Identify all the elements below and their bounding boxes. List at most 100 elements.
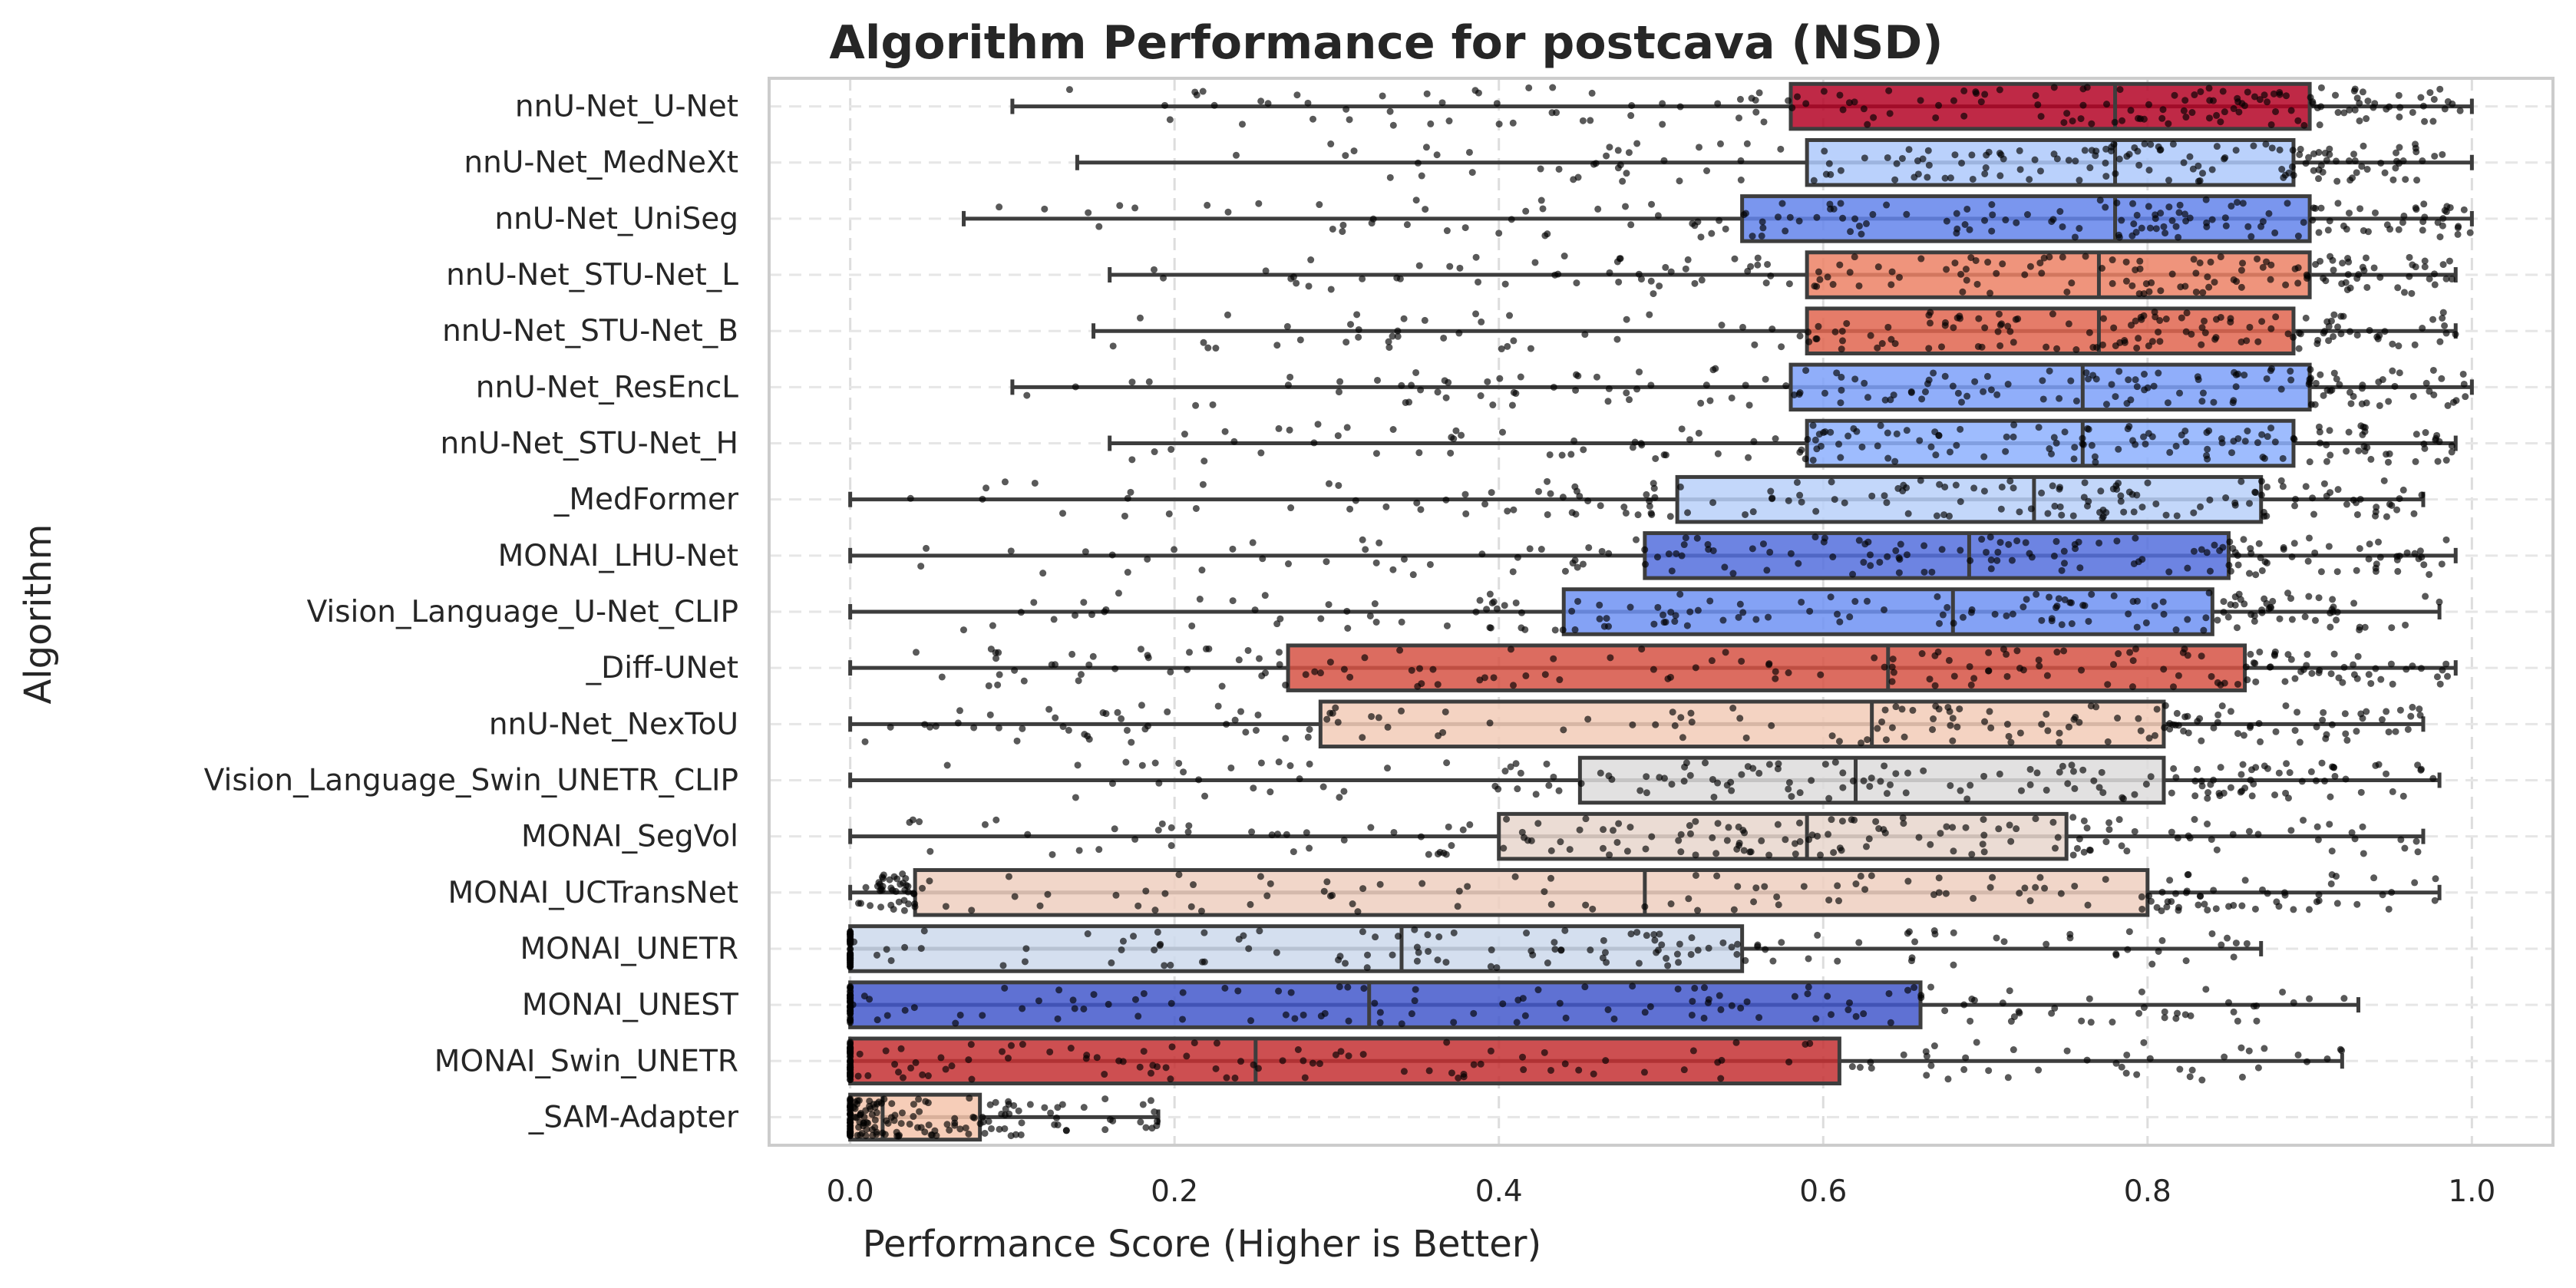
sample-point xyxy=(1830,205,1838,213)
sample-point xyxy=(1957,398,1965,406)
sample-point xyxy=(1623,847,1631,855)
sample-point xyxy=(1890,669,1897,676)
sample-point xyxy=(1275,758,1283,766)
sample-point xyxy=(1501,602,1508,609)
sample-point xyxy=(890,873,898,880)
sample-point xyxy=(1384,765,1392,772)
sample-point xyxy=(2056,207,2064,215)
sample-point xyxy=(1831,328,1839,335)
y-tick-label: nnU-Net_STU-Net_B xyxy=(442,314,738,348)
sample-point xyxy=(1671,618,1679,626)
sample-point xyxy=(2396,369,2403,377)
sample-point xyxy=(1785,778,1793,786)
sample-point xyxy=(1137,646,1144,653)
sample-point xyxy=(2204,794,2211,802)
sample-point xyxy=(1568,509,1576,517)
sample-point xyxy=(1629,721,1636,728)
sample-point xyxy=(2250,780,2257,788)
sample-point xyxy=(2337,330,2345,338)
sample-point xyxy=(2444,401,2452,409)
sample-point xyxy=(2229,399,2237,407)
sample-point xyxy=(2316,428,2323,436)
sample-point xyxy=(2444,97,2452,105)
sample-point xyxy=(1932,702,1940,710)
sample-point xyxy=(2084,502,2092,510)
sample-point xyxy=(1300,1011,1307,1019)
sample-point xyxy=(1588,89,1596,97)
sample-point xyxy=(2188,1066,2196,1074)
sample-point xyxy=(1709,775,1716,783)
sample-point xyxy=(878,874,886,881)
sample-point xyxy=(1067,1045,1075,1052)
sample-point xyxy=(1950,929,1957,936)
sample-point xyxy=(2216,792,2224,800)
sample-point xyxy=(874,1016,881,1024)
sample-point xyxy=(2233,278,2241,286)
sample-point xyxy=(1476,596,1484,604)
sample-point xyxy=(2176,201,2184,209)
sample-point xyxy=(1697,399,1705,407)
sample-point xyxy=(2234,561,2242,569)
sample-point xyxy=(1991,610,1999,618)
sample-point xyxy=(1447,449,1455,457)
sample-point xyxy=(1641,903,1649,910)
sample-point xyxy=(1084,732,1091,740)
sample-point xyxy=(1884,323,1892,331)
sample-point xyxy=(2408,289,2416,297)
sample-point xyxy=(2257,554,2264,562)
sample-point xyxy=(847,956,854,964)
y-tick-label: nnU-Net_UniSeg xyxy=(494,202,738,236)
sample-point xyxy=(2092,458,2099,466)
sample-point xyxy=(1332,1051,1339,1058)
sample-point xyxy=(2192,269,2200,277)
sample-point xyxy=(1714,820,1722,827)
sample-point xyxy=(2417,765,2425,773)
sample-point xyxy=(2067,377,2075,385)
sample-point xyxy=(2213,111,2221,119)
sample-point xyxy=(2174,834,2181,842)
sample-point xyxy=(1350,147,1358,155)
sample-point xyxy=(2352,499,2360,507)
sample-point xyxy=(1944,1075,1952,1083)
y-tick-label: _MedFormer xyxy=(553,483,739,517)
sample-point xyxy=(1939,611,1947,619)
sample-point xyxy=(1815,431,1823,438)
sample-point xyxy=(2194,765,2201,773)
sample-point xyxy=(2037,113,2045,121)
sample-point xyxy=(2130,220,2138,228)
sample-point xyxy=(2033,769,2041,777)
sample-point xyxy=(1412,368,1420,376)
sample-point xyxy=(2005,540,2013,548)
sample-point xyxy=(1425,850,1432,858)
sample-point xyxy=(1058,1101,1066,1108)
sample-point xyxy=(1866,551,1874,559)
sample-point xyxy=(1998,320,2006,328)
sample-point xyxy=(2017,787,2025,794)
point-group xyxy=(847,926,2251,972)
sample-point xyxy=(1700,1014,1708,1022)
sample-point xyxy=(1180,768,1187,776)
sample-point xyxy=(1131,204,1139,212)
sample-point xyxy=(1518,828,1526,836)
sample-point xyxy=(1319,783,1327,791)
sample-point xyxy=(2076,835,2083,843)
sample-point xyxy=(1792,850,1799,858)
sample-point xyxy=(1045,705,1053,713)
sample-point xyxy=(2198,341,2205,348)
sample-point xyxy=(1795,391,1803,398)
sample-point xyxy=(1188,622,1196,629)
sample-point xyxy=(1317,615,1325,623)
sample-point xyxy=(2358,163,2366,170)
sample-point xyxy=(1775,901,1782,909)
sample-point xyxy=(1007,1042,1015,1049)
sample-point xyxy=(1767,487,1775,495)
sample-point xyxy=(1927,983,1935,991)
sample-point xyxy=(2217,313,2224,321)
sample-point xyxy=(1550,773,1557,781)
sample-point xyxy=(1782,382,1790,390)
sample-point xyxy=(901,1006,909,1014)
sample-point xyxy=(2234,434,2242,442)
sample-point xyxy=(1134,902,1142,910)
sample-point xyxy=(1434,850,1442,858)
sample-point xyxy=(1911,984,1918,992)
